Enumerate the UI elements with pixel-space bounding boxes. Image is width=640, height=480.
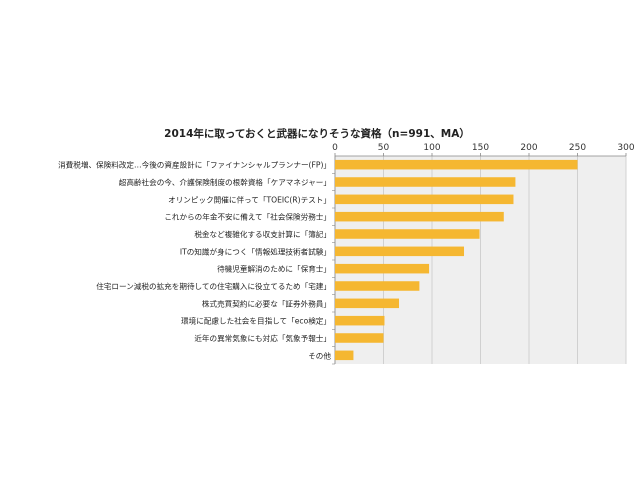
x-tick-label: 100	[423, 143, 440, 153]
category-label: 環境に配慮した社会を目指して「eco検定」	[181, 316, 331, 326]
x-tick-label: 250	[569, 143, 586, 153]
bar	[335, 211, 504, 222]
category-label: 近年の異常気象にも対応「気象予報士」	[194, 333, 331, 343]
x-tick-label: 150	[472, 143, 489, 153]
category-label: 消費税増、保険料改定…今後の資産設計に「ファイナンシャルプランナー(FP)」	[58, 160, 331, 170]
chart-title: 2014年に取っておくと武器になりそうな資格（n=991、MA）	[164, 127, 470, 140]
category-label: 税金など複雑化する収支計算に「簿記」	[194, 229, 331, 239]
bar	[335, 315, 385, 326]
x-tick-label: 300	[617, 143, 634, 153]
bar	[335, 263, 430, 274]
bar	[335, 177, 516, 187]
category-label: これからの年金不安に備えて「社会保険労務士」	[164, 212, 331, 222]
x-tick-label: 200	[520, 143, 537, 153]
category-label: 住宅ローン減税の拡充を期待しての住宅購入に役立てるため「宅建」	[96, 281, 331, 291]
bar	[335, 333, 384, 343]
bar	[335, 281, 420, 291]
category-label: 超高齢社会の今、介護保険制度の根幹資格「ケアマネジャー」	[119, 177, 331, 187]
category-label: その他	[308, 350, 331, 360]
category-label: 待機児童解消のために「保育士」	[217, 264, 331, 274]
x-tick-label: 0	[332, 143, 338, 153]
bar	[335, 298, 400, 309]
plot-area: 0 50 100 150 200 250 300 消費税増、保険料改定…今後の資産設計に「ファ…	[58, 143, 635, 365]
bar	[335, 159, 578, 170]
bar	[335, 246, 465, 257]
category-label: オリンピック開催に伴って「TOEIC(R)テスト」	[168, 194, 331, 204]
bar	[335, 194, 514, 205]
bar	[335, 350, 354, 361]
bar	[335, 229, 480, 239]
category-label: ITの知識が身につく「情報処理技術者試験」	[180, 246, 331, 256]
category-label: 株式売買契約に必要な「証券外務員」	[202, 298, 331, 308]
x-tick-label: 50	[378, 143, 390, 153]
